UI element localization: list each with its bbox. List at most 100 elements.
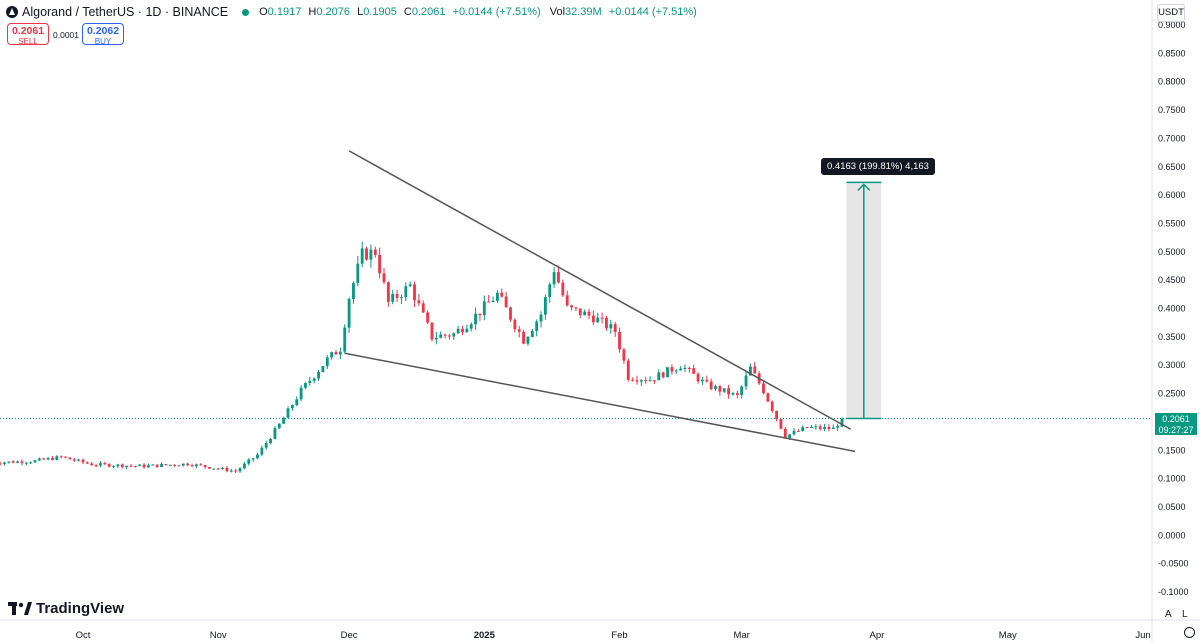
log-scale-button[interactable]: L: [1182, 609, 1188, 620]
candle-body: [160, 464, 163, 467]
candle-body: [72, 459, 76, 461]
candle-body: [330, 352, 334, 358]
candle-body: [221, 467, 225, 469]
candle-body: [753, 366, 757, 374]
candle-body: [365, 248, 368, 260]
candle-body: [391, 293, 395, 302]
candle-body: [509, 307, 512, 320]
candle-body: [138, 464, 142, 466]
sell-price: 0.2061: [11, 25, 45, 37]
buy-button[interactable]: 0.2062 BUY: [82, 23, 124, 46]
candle-body: [338, 351, 342, 355]
candle-body: [37, 458, 41, 461]
candle-body: [635, 380, 639, 382]
candle-body: [225, 467, 229, 472]
candle-body: [788, 434, 792, 439]
ohlc-values: O0.1917 H0.2076 L0.1905 C0.2061 +0.0144 …: [259, 6, 703, 18]
y-tick-label: 0.6000: [1158, 190, 1186, 200]
candle-body: [3, 462, 6, 464]
candle-body: [831, 427, 835, 430]
y-tick-label: 0.1000: [1158, 474, 1186, 484]
candle-body: [500, 292, 504, 297]
candle-body: [373, 249, 377, 255]
candle-body: [552, 272, 556, 285]
candle-body: [147, 465, 150, 468]
volume-value: 32.39M: [565, 6, 602, 18]
sell-label: SELL: [18, 37, 38, 46]
candle-body: [90, 463, 94, 466]
candle-body: [177, 465, 181, 467]
candle-body: [434, 337, 438, 340]
gear-icon[interactable]: [1184, 627, 1195, 638]
candle-body: [805, 427, 809, 429]
candle-body: [783, 428, 787, 439]
candle-body: [107, 463, 111, 467]
currency-selector[interactable]: USDT: [1157, 4, 1185, 22]
candle-body: [251, 458, 255, 460]
sell-button[interactable]: 0.2061 SELL: [7, 23, 49, 46]
bar-countdown: 09:27:27: [1158, 424, 1194, 435]
candle-body: [810, 427, 813, 429]
candle-body: [68, 457, 72, 460]
candle-body: [648, 380, 652, 382]
y-tick-label: -0.0500: [1158, 559, 1189, 569]
candle-body: [81, 459, 85, 463]
y-tick-label: 0.3500: [1158, 332, 1186, 342]
candle-body: [517, 329, 521, 332]
y-tick-label: 0.5500: [1158, 218, 1186, 228]
y-tick-label: 0.3000: [1158, 360, 1186, 370]
y-tick-label: 0.7000: [1158, 133, 1186, 143]
candle-body: [269, 438, 272, 444]
candle-body: [417, 300, 421, 304]
open-label: O: [259, 6, 268, 18]
chart-header: Algorand / TetherUS · 1D · BINANCE O0.19…: [6, 4, 703, 20]
candle-body: [448, 335, 451, 337]
volume-change: +0.0144 (+7.51%): [608, 6, 697, 18]
candle-body: [295, 399, 299, 406]
candle-body: [814, 426, 818, 428]
candle-body: [722, 388, 726, 392]
candle-body: [526, 336, 530, 344]
candle-body: [343, 327, 347, 352]
candle-body: [229, 470, 233, 472]
candle-body: [20, 461, 24, 464]
high-label: H: [308, 6, 317, 18]
low-label: L: [357, 6, 364, 18]
tradingview-logo[interactable]: TradingView: [8, 600, 124, 617]
candle-body: [827, 426, 831, 430]
x-tick-label: 2025: [474, 630, 496, 641]
candle-body: [352, 283, 355, 300]
x-tick-label: Oct: [76, 630, 91, 641]
symbol-title[interactable]: Algorand / TetherUS · 1D · BINANCE: [22, 5, 229, 19]
candle-body: [469, 324, 473, 329]
candle-body: [840, 418, 844, 427]
tradingview-logo-icon: [8, 602, 32, 615]
candle-body: [762, 383, 765, 394]
candle-body: [378, 254, 382, 274]
candle-body: [120, 464, 124, 468]
candle-body: [823, 426, 826, 429]
candle-body: [164, 464, 168, 466]
candle-body: [273, 428, 277, 439]
candle-body: [408, 284, 412, 287]
candle-body: [59, 456, 63, 458]
candle-body: [535, 321, 539, 331]
current-price-value: 0.2061: [1162, 414, 1190, 424]
auto-scale-button[interactable]: A: [1165, 609, 1172, 620]
candle-body: [836, 425, 840, 428]
candle-body: [400, 297, 403, 299]
projection-label: 0.4163 (199.81%) 4,163: [821, 158, 935, 175]
candle-body: [670, 367, 674, 372]
candle-body: [299, 387, 303, 400]
candle-body: [666, 367, 669, 378]
candle-body: [709, 381, 713, 390]
candle-body: [203, 465, 207, 468]
candle-body: [692, 368, 696, 374]
y-tick-label: 0.8500: [1158, 48, 1186, 58]
candle-body: [661, 372, 665, 378]
candle-body: [11, 461, 15, 463]
candle-body: [24, 462, 28, 464]
candle-body: [317, 371, 320, 379]
candle-body: [674, 370, 678, 372]
